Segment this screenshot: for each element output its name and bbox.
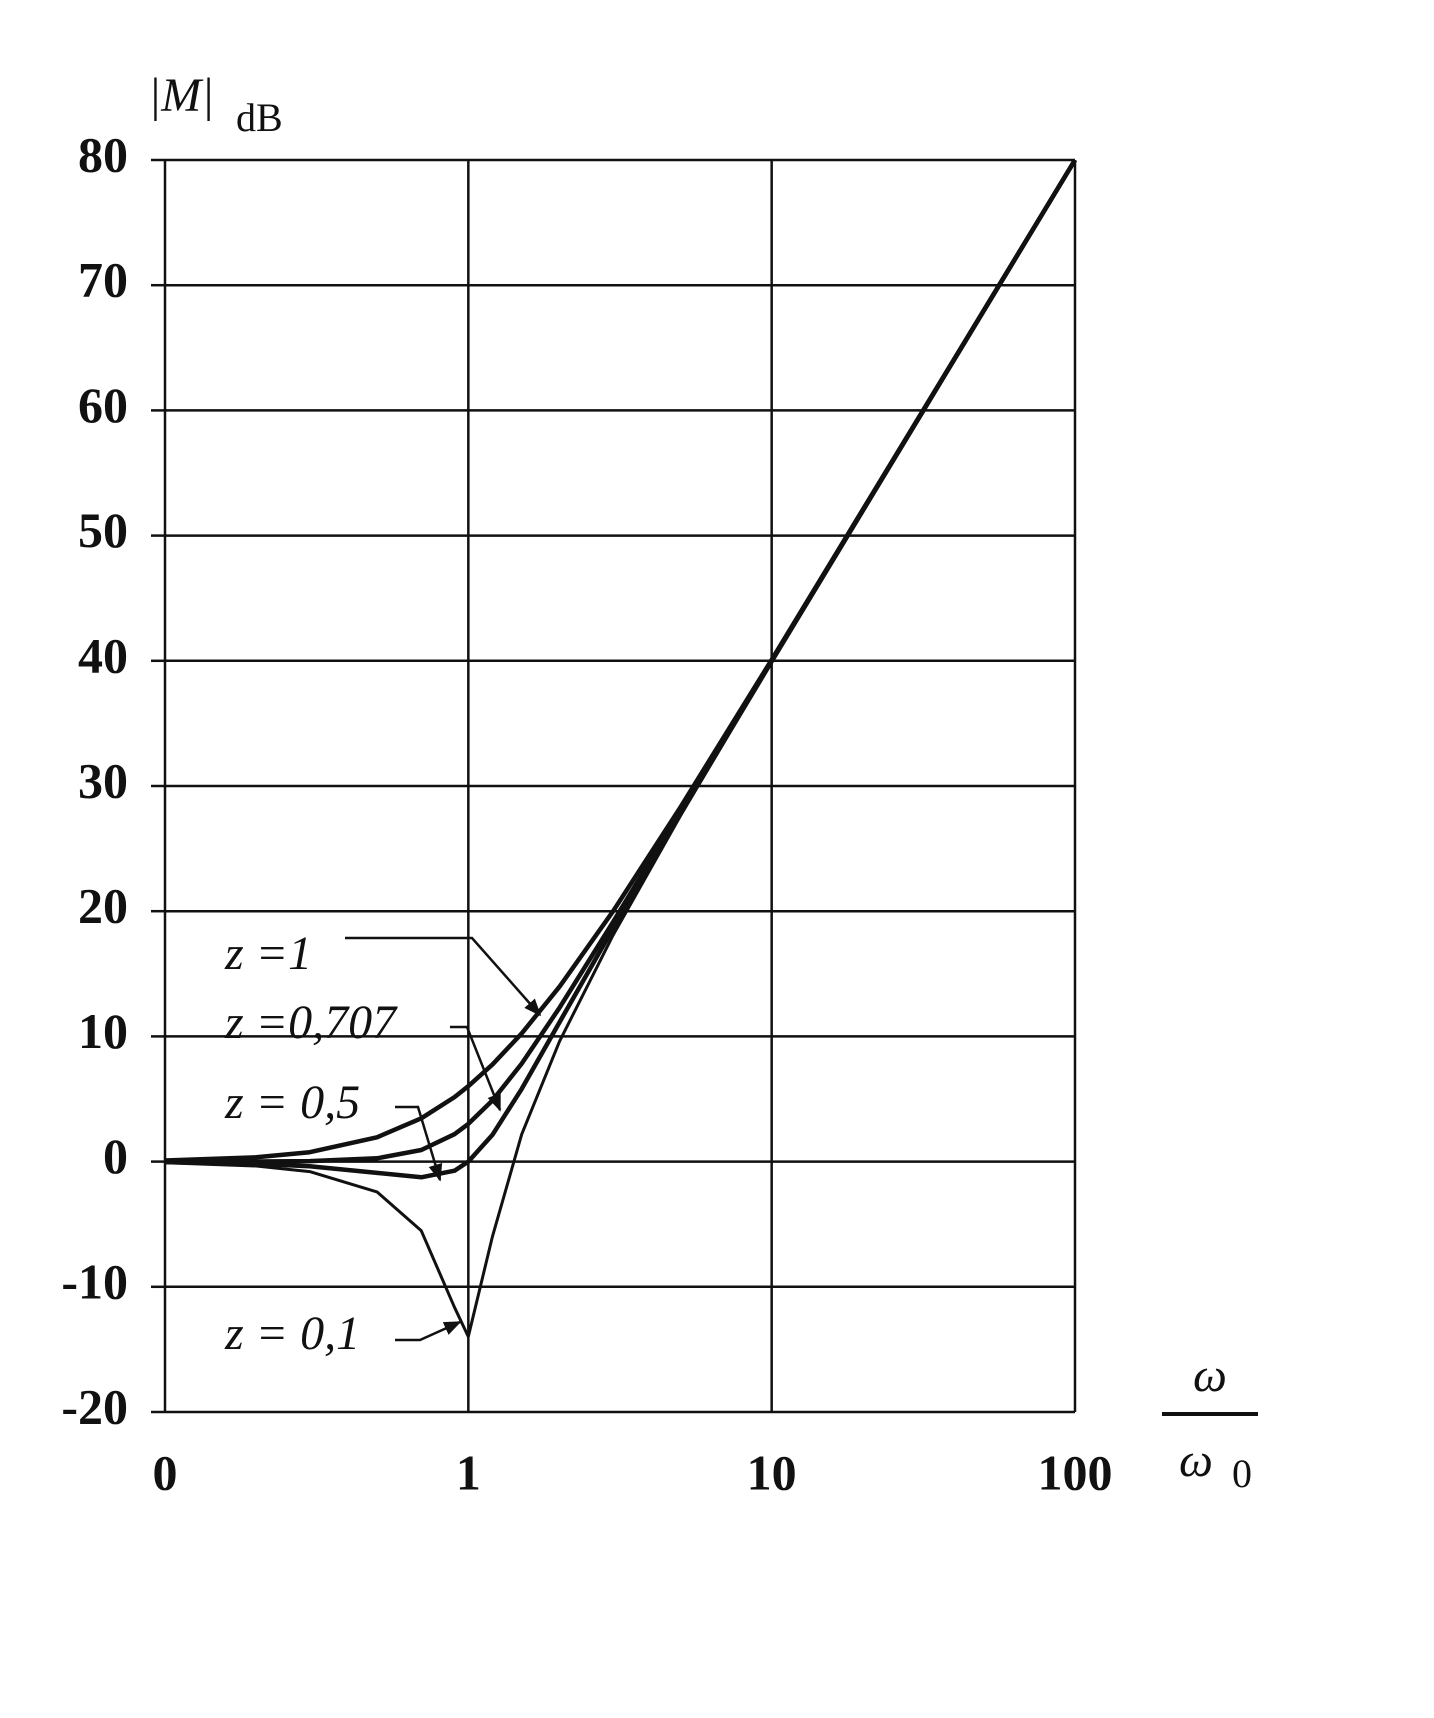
y-tick-label: 30	[78, 752, 128, 808]
x-tick-label: 10	[747, 1444, 797, 1500]
y-label: |M|	[148, 69, 214, 122]
y-tick-label: 10	[78, 1003, 128, 1059]
x-label-denominator: ω	[1179, 1434, 1213, 1487]
x-label-denominator-sub: 0	[1232, 1451, 1252, 1496]
y-tick-label: 60	[78, 377, 128, 433]
y-tick-label: -10	[61, 1253, 128, 1309]
curve-label: z =0,707	[224, 996, 398, 1049]
x-tick-label: 100	[1038, 1444, 1113, 1500]
curve-label: z = 0,5	[224, 1076, 360, 1129]
y-tick-label: 50	[78, 502, 128, 558]
y-tick-label: -20	[61, 1378, 128, 1434]
y-tick-label: 20	[78, 878, 128, 934]
y-tick-label: 70	[78, 252, 128, 308]
x-tick-label: 0	[153, 1444, 178, 1500]
curve-label: z = 0,1	[224, 1307, 360, 1360]
curve-label: z =1	[224, 927, 312, 980]
leader-arrow	[395, 1320, 462, 1342]
x-tick-label: 1	[456, 1444, 481, 1500]
x-label-numerator: ω	[1193, 1349, 1227, 1402]
y-tick-label: 80	[78, 126, 128, 182]
y-tick-label: 40	[78, 627, 128, 683]
curve	[164, 158, 1077, 1163]
leader-arrow	[345, 936, 542, 1017]
leader-arrow	[450, 1025, 502, 1112]
curve	[164, 159, 1077, 1339]
leader-arrow	[395, 1105, 443, 1182]
y-label-sub: dB	[236, 95, 283, 140]
y-tick-label: 0	[103, 1128, 128, 1184]
